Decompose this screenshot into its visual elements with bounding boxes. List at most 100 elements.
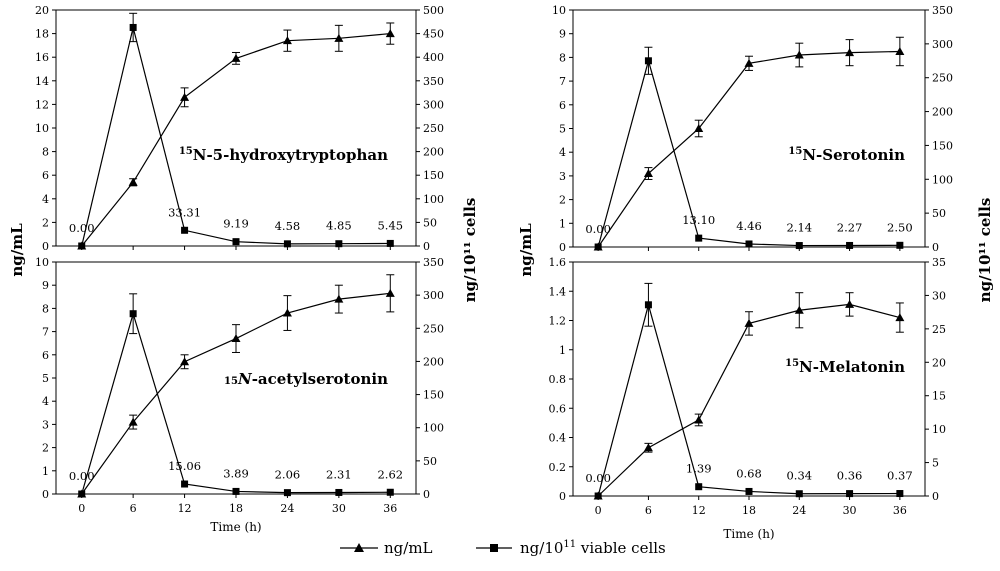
x-tick-label: 0	[595, 504, 602, 517]
data-label: 0.34	[786, 469, 812, 483]
right-axis-title-right-panel: ng/10¹¹ cells	[976, 198, 994, 303]
plot-title: 15N-acetylserotonin	[224, 370, 388, 388]
y-tick-right-label: 0	[423, 240, 430, 253]
data-point-square	[846, 241, 854, 249]
y-tick-left-label: 6	[42, 349, 49, 362]
plot-title-text: N-5-hydroxytryptophan	[193, 146, 388, 164]
square-marker-icon	[490, 544, 498, 552]
y-tick-right-label: 300	[932, 38, 953, 51]
legend-label-cells-rest: viable cells	[576, 539, 666, 557]
y-tick-left-label: 0	[559, 490, 566, 503]
data-label: 2.62	[377, 467, 403, 481]
triangle-marker-icon	[354, 543, 364, 552]
data-point-triangle	[744, 58, 754, 67]
data-point-triangle	[845, 48, 855, 57]
data-label: 4.58	[275, 219, 301, 233]
plot-title-isotope: 15	[788, 146, 802, 157]
data-label: 4.85	[326, 219, 352, 233]
y-tick-right-label: 35	[932, 256, 946, 269]
data-point-square	[78, 242, 86, 250]
plot-title-isotope: 15	[785, 358, 799, 369]
y-tick-right-label: 30	[932, 289, 946, 302]
y-tick-right-label: 400	[423, 51, 444, 64]
y-tick-left-label: 10	[552, 4, 566, 17]
y-tick-left-label: 9	[42, 279, 49, 292]
y-tick-left-label: 2	[42, 216, 49, 229]
x-tick-label: 24	[792, 504, 806, 517]
data-label: 13.10	[682, 213, 715, 227]
right-axis-title: ng/10¹¹ cells	[461, 198, 479, 303]
data-point-square	[644, 301, 652, 309]
y-tick-right-label: 150	[423, 169, 444, 182]
y-tick-right-label: 15	[932, 390, 946, 403]
data-point-triangle	[794, 50, 804, 59]
x-tick-label: 12	[692, 504, 706, 517]
y-tick-left-label: 3	[42, 418, 49, 431]
data-point-square	[846, 490, 854, 498]
y-tick-left-label: 3	[559, 170, 566, 183]
y-tick-left-label: 9	[559, 28, 566, 41]
y-tick-right-label: 200	[423, 146, 444, 159]
y-tick-left-label: 2	[42, 442, 49, 455]
y-tick-left-label: 1	[559, 217, 566, 230]
y-tick-left-label: 4	[559, 146, 566, 159]
y-tick-right-label: 0	[423, 488, 430, 501]
panel-melatonin: 0 0.2 0.4 0.6 0.8 1 1.2 1.4 1.6 0 5 10 15 20 25 30 35 0 6 1…	[549, 256, 947, 541]
y-tick-left-label: 7	[42, 326, 49, 339]
data-point-triangle	[694, 124, 704, 132]
y-tick-right-label: 450	[423, 28, 444, 41]
legend: ng/mL ng/1011 viable cells	[340, 539, 666, 557]
y-tick-right-label: 10	[932, 423, 946, 436]
right-axis-title-left-panel: ng/10¹¹ cells	[461, 198, 479, 303]
data-label: 33.31	[168, 205, 201, 219]
data-point-square	[232, 238, 240, 246]
data-point-triangle	[334, 33, 344, 42]
x-tick-label: 30	[843, 504, 857, 517]
data-point-square	[695, 483, 703, 491]
y-tick-left-label: 8	[559, 51, 566, 64]
data-point-square	[745, 487, 753, 495]
y-tick-right-label: 300	[423, 98, 444, 111]
plot-frame	[572, 261, 926, 497]
x-axis-title: Time (h)	[210, 520, 261, 534]
data-point-triangle	[895, 313, 905, 322]
y-tick-left-label: 4	[42, 193, 49, 206]
data-point-square	[594, 243, 602, 251]
data-label: 0.36	[837, 469, 863, 483]
data-point-square	[896, 490, 904, 498]
y-tick-right-label: 350	[423, 256, 444, 269]
y-tick-right-label: 100	[423, 422, 444, 435]
plot-title-italic: N	[237, 370, 253, 388]
plot-frame	[572, 9, 926, 248]
x-tick-label: 6	[130, 502, 137, 515]
y-tick-left-label: 16	[35, 51, 49, 64]
y-tick-right-label: 25	[932, 323, 946, 336]
data-point-square	[78, 490, 86, 498]
data-point-square	[283, 489, 291, 497]
left-axis-title-right-panel: ng/mL	[517, 223, 535, 277]
y-tick-left-label: 8	[42, 146, 49, 159]
y-tick-left-label: 14	[35, 75, 49, 88]
data-label: 3.89	[223, 466, 249, 480]
x-tick-label: 12	[178, 502, 192, 515]
data-point-triangle	[643, 443, 653, 452]
data-point-triangle	[128, 417, 138, 426]
data-point-square	[283, 240, 291, 248]
data-point-triangle	[180, 357, 190, 366]
plot-title-isotope: 15	[179, 146, 193, 157]
plot-title-text: N-Serotonin	[802, 146, 905, 164]
y-tick-left-label: 2	[559, 194, 566, 207]
y-tick-right-label: 350	[423, 75, 444, 88]
y-tick-left-label: 1.4	[549, 285, 567, 298]
y-tick-right-label: 250	[423, 322, 444, 335]
data-point-triangle	[694, 415, 704, 424]
data-label: 0.37	[887, 469, 913, 483]
y-tick-right-label: 150	[423, 389, 444, 402]
left-axis-title-top: ng/mL	[8, 223, 26, 277]
data-point-square	[795, 490, 803, 498]
data-point-triangle	[643, 169, 653, 178]
right-axis-title-text: ng/10¹¹ cells	[976, 198, 994, 303]
y-tick-right-label: 250	[423, 122, 444, 135]
data-point-square	[795, 242, 803, 250]
